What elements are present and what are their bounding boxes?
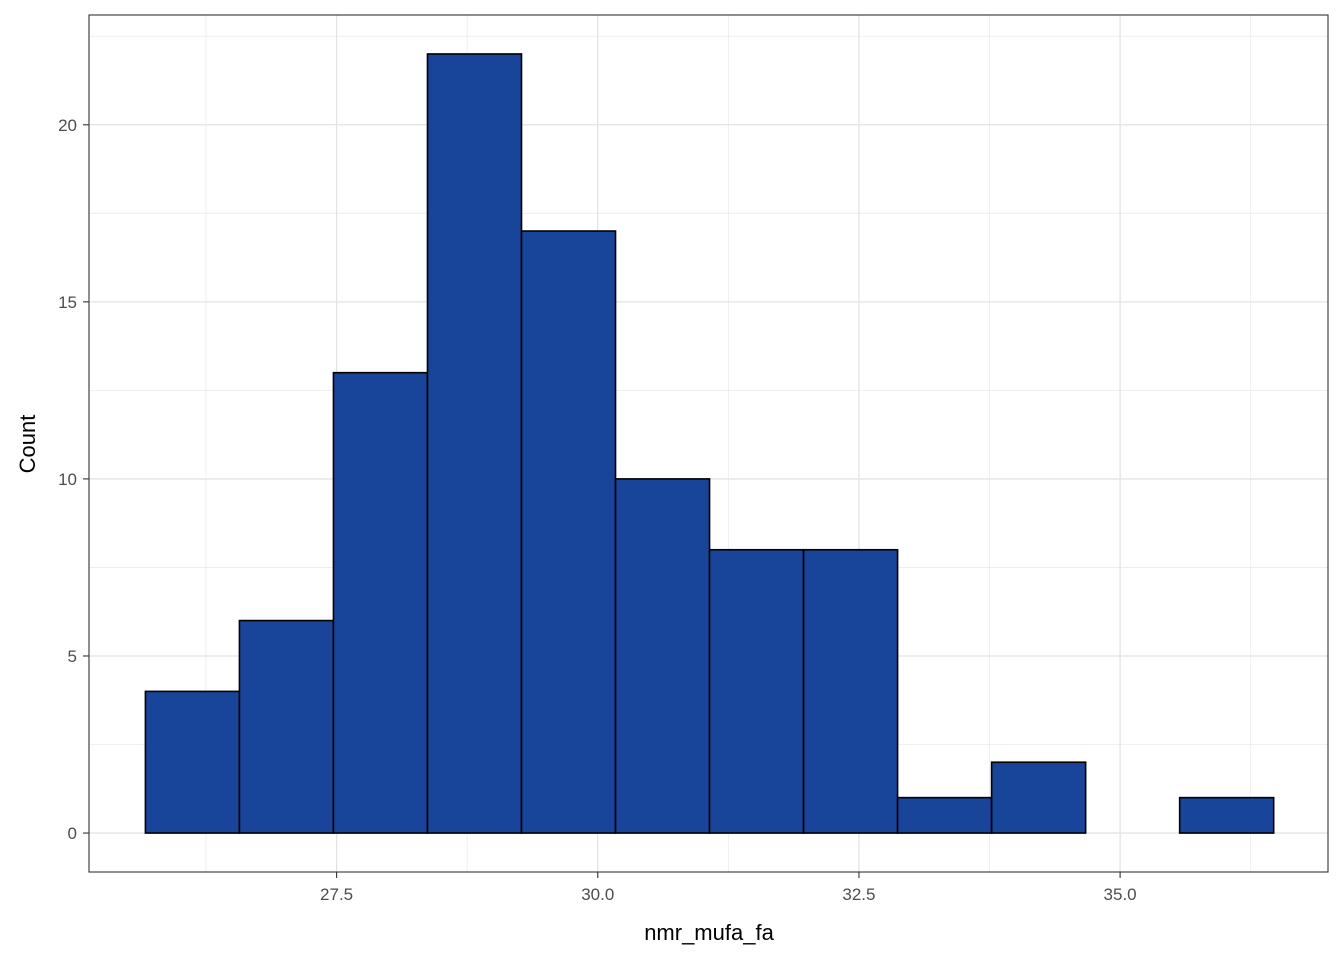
x-tick-label: 27.5 <box>320 885 353 904</box>
histogram-bar <box>144 690 241 834</box>
x-tick-label: 32.5 <box>842 885 875 904</box>
y-tick-label: 5 <box>68 647 77 666</box>
histogram-bar <box>896 796 993 834</box>
histogram-bar <box>426 53 523 834</box>
x-tick-label: 30.0 <box>581 885 614 904</box>
y-axis-title: Count <box>15 415 40 474</box>
histogram-bar <box>520 230 617 834</box>
histogram-bar <box>708 548 805 834</box>
y-tick-label: 10 <box>58 470 77 489</box>
y-tick-label: 0 <box>68 824 77 843</box>
histogram-bar <box>802 548 899 834</box>
panel-border <box>88 14 1329 873</box>
histogram-bar <box>332 371 429 834</box>
histogram-bar <box>1178 796 1275 834</box>
bars <box>144 53 1275 834</box>
x-tick-label: 35.0 <box>1104 885 1137 904</box>
histogram-bar <box>614 478 711 834</box>
x-axis-ticks: 27.5 30.0 32.5 35.0 <box>320 872 1137 904</box>
y-tick-label: 15 <box>58 293 77 312</box>
histogram-bar <box>238 619 335 834</box>
histogram-bar <box>990 761 1087 834</box>
y-axis-ticks: 0 5 10 15 20 <box>58 116 89 843</box>
y-tick-label: 20 <box>58 116 77 135</box>
x-axis-title: nmr_mufa_fa <box>644 920 774 945</box>
